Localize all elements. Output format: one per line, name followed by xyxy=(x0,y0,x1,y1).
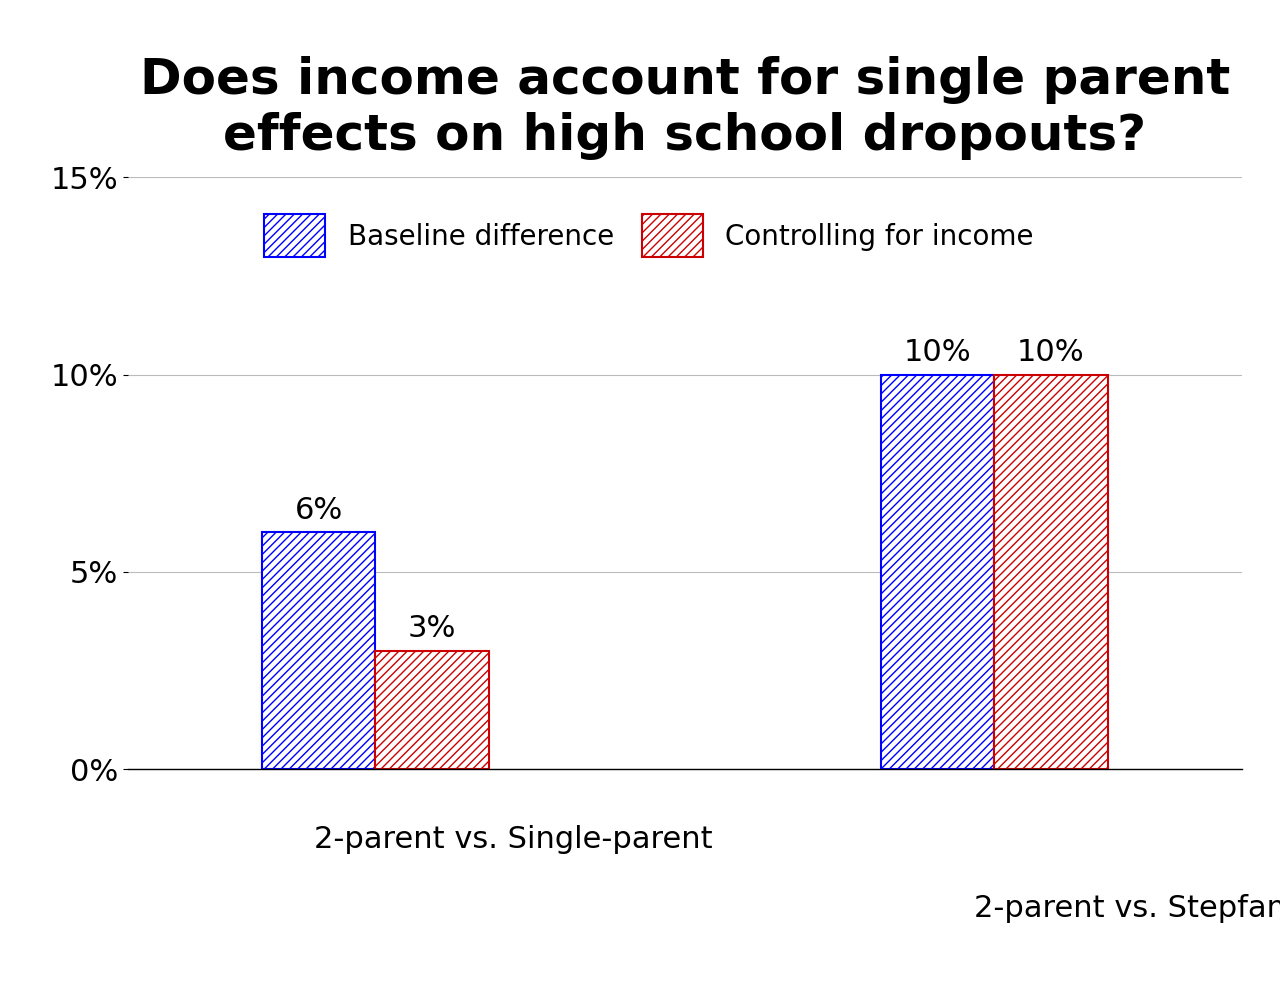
Text: 10%: 10% xyxy=(904,338,972,367)
Text: 2-parent vs. Single-parent: 2-parent vs. Single-parent xyxy=(314,824,712,854)
Text: 10%: 10% xyxy=(1018,338,1084,367)
Text: 2-parent vs. Stepfamilies: 2-parent vs. Stepfamilies xyxy=(974,894,1280,923)
Bar xyxy=(881,375,995,769)
Bar xyxy=(375,651,489,769)
Text: 3%: 3% xyxy=(408,614,457,643)
Bar xyxy=(995,375,1107,769)
Legend: Baseline difference, Controlling for income: Baseline difference, Controlling for inc… xyxy=(253,203,1044,268)
Bar xyxy=(262,532,375,769)
Text: 6%: 6% xyxy=(294,496,343,525)
Title: Does income account for single parent
effects on high school dropouts?: Does income account for single parent ef… xyxy=(140,56,1230,160)
